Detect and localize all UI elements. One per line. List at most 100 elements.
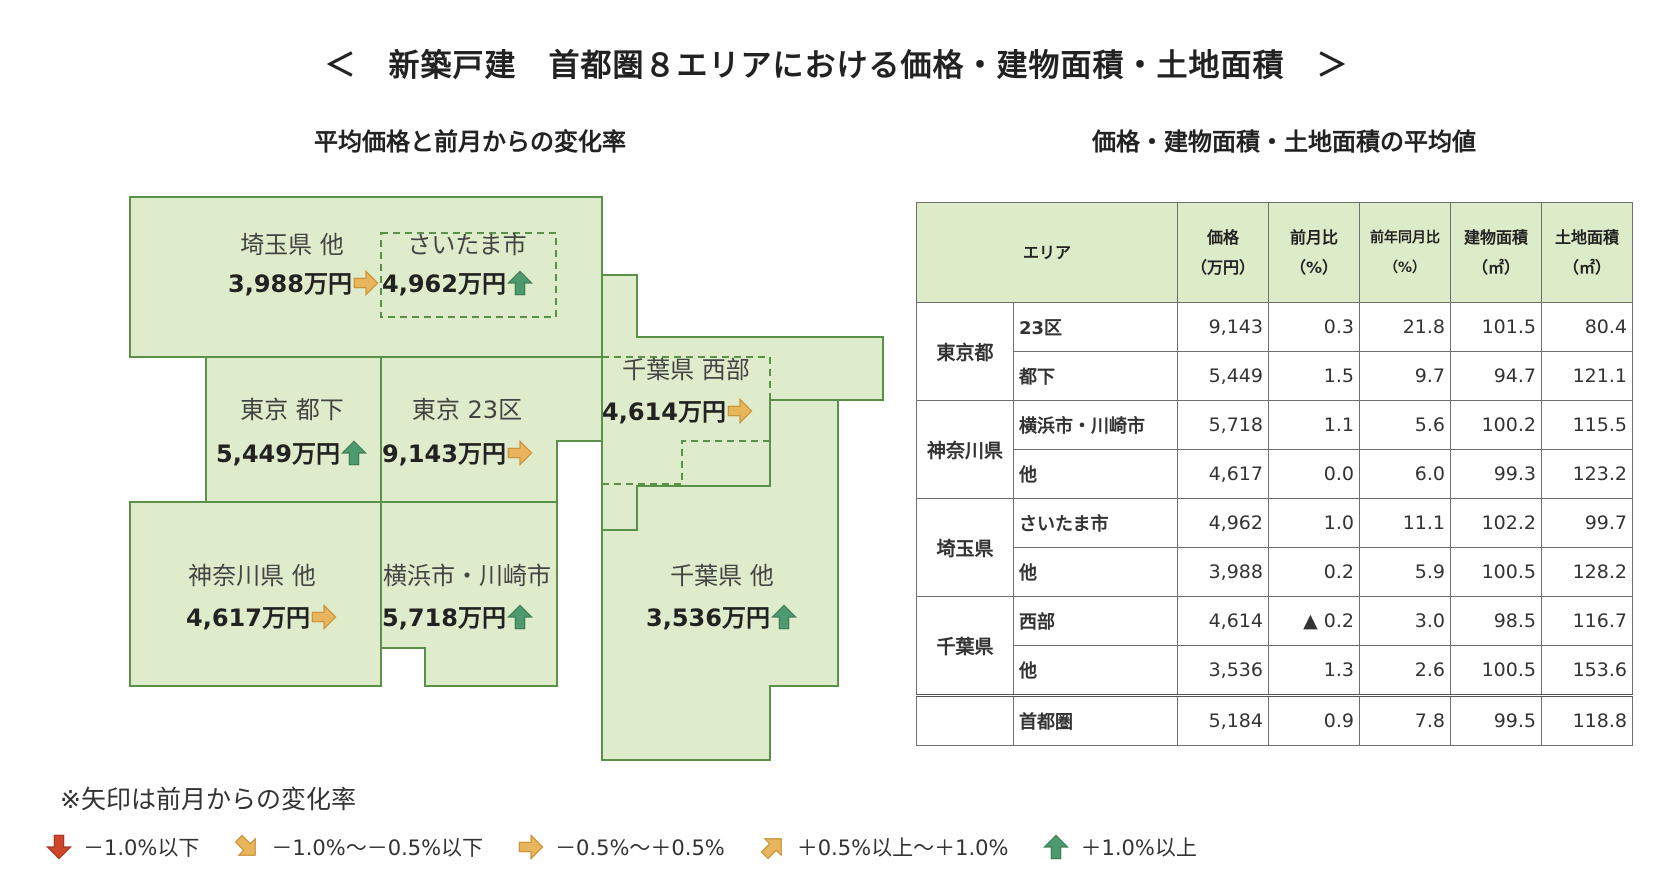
arrow-up-right-icon [760,838,782,860]
arrow-up-icon [1043,834,1070,860]
area-cell: 他 [1012,547,1179,597]
table-row: 他 3,988 0.2 5.9 100.5 128.2 [917,547,1633,597]
price-cell: 3,536 [1177,645,1269,696]
prefecture-cell: 神奈川県 [916,400,1014,499]
building-cell: 100.5 [1450,645,1542,696]
mom-cell: 1.1 [1268,400,1360,450]
land-cell: 123.2 [1541,449,1633,499]
region-label: 神奈川県 他 [188,562,316,590]
prefecture-cell: 東京都 [916,302,1014,401]
region-price: 3,536万円 [646,604,770,632]
area-cell: さいたま市 [1012,498,1179,548]
area-cell: 他 [1012,449,1179,499]
region-label: 東京 都下 [240,396,344,424]
legend-label: －1.0%～－0.5%以下 [271,836,484,860]
region-label: 東京 23区 [412,396,522,424]
total-row: 首都圏 5,184 0.9 7.8 99.5 118.8 [916,694,1633,746]
legend-item: －1.0%以下 [45,832,199,862]
table-title: 価格・建物面積・土地面積の平均値 [1092,128,1476,156]
mom-cell: ▲ 0.2 [1268,596,1360,646]
legend-item: ＋1.0%以上 [1042,832,1197,862]
area-cell: 首都圏 [1012,694,1179,746]
building-cell: 98.5 [1450,596,1542,646]
arrow-down-icon [45,834,73,860]
land-cell: 118.8 [1541,694,1633,746]
arrow-right-icon [507,439,533,467]
price-cell: 4,962 [1177,498,1269,548]
region-label: 横浜市・川崎市 [383,562,551,590]
region-price: 3,988万円 [228,270,352,298]
arrow-up-icon [506,604,534,630]
table-row: 東京都 23区 9,143 0.3 21.8 101.5 80.4 [916,302,1633,401]
legend-label: ＋1.0%以上 [1080,836,1197,860]
legend-label: －1.0%以下 [83,836,200,860]
legend-label: －0.5%～＋0.5% [555,836,725,860]
mom-cell: 0.3 [1268,302,1360,352]
region-price: 4,962万円 [382,270,506,298]
page-title: ＜ 新築戸建 首都圏８エリアにおける価格・建物面積・土地面積 ＞ [324,48,1349,84]
region-saitama-city [380,232,557,318]
land-cell: 99.7 [1541,498,1633,548]
mom-cell: 1.3 [1268,645,1360,696]
area-cell: 都下 [1012,351,1179,401]
arrow-up-icon [506,270,534,296]
region-price: 5,449万円 [216,440,340,468]
land-cell: 80.4 [1541,302,1633,352]
header-yoy: 前年同月比 （%） [1359,202,1451,303]
yoy-cell: 3.0 [1359,596,1451,646]
region-price: 5,718万円 [382,604,506,632]
arrow-right-icon [518,833,544,861]
table-row: 都下 5,449 1.5 9.7 94.7 121.1 [917,351,1633,401]
arrow-up-icon [770,604,798,630]
region-kanagawa-other [129,501,382,687]
building-cell: 100.2 [1450,400,1542,450]
mom-cell: 1.5 [1268,351,1360,401]
price-cell: 5,184 [1177,694,1269,746]
building-cell: 100.5 [1450,547,1542,597]
legend-note: ※矢印は前月からの変化率 [60,785,356,814]
data-table: エリア 価格 （万円） 前月比 （%） 前年同月比 （%） 建物面積 （㎡） 土地面積（… [916,202,1633,746]
prefecture-cell: 千葉県 [916,596,1014,696]
region-yokohama-kawasaki [380,501,558,687]
arrow-right-icon [311,603,337,631]
table-row: 神奈川県 横浜市・川崎市 5,718 1.1 5.6 100.2 115.5 [916,400,1633,499]
building-cell: 99.5 [1450,694,1542,746]
region-tokyo-23 [380,356,603,503]
legend-item: ＋0.5%以上～＋1.0% [759,832,1009,862]
land-cell: 116.7 [1541,596,1633,646]
arrow-down-right-icon [234,834,257,856]
yoy-cell: 11.1 [1359,498,1451,548]
header-building: 建物面積 （㎡） [1450,202,1542,303]
arrow-right-icon [727,397,753,425]
arrow-right-icon [353,269,379,297]
price-cell: 4,614 [1177,596,1269,646]
price-cell: 5,449 [1177,351,1269,401]
region-price: 9,143万円 [382,440,506,468]
map-title: 平均価格と前月からの変化率 [314,128,626,156]
yoy-cell: 21.8 [1359,302,1451,352]
region-price: 4,614万円 [602,398,726,426]
area-cell: 23区 [1012,302,1179,352]
land-cell: 115.5 [1541,400,1633,450]
mom-cell: 0.2 [1268,547,1360,597]
table-row: 埼玉県 さいたま市 4,962 1.0 11.1 102.2 99.7 [916,498,1633,597]
prefecture-cell: 埼玉県 [916,498,1014,597]
region-label: 千葉県 西部 [622,356,750,384]
region-label: さいたま市 [407,231,526,259]
mom-cell: 0.9 [1268,694,1360,746]
yoy-cell: 6.0 [1359,449,1451,499]
region-chiba-west-outline [602,356,771,485]
table-row: 千葉県 西部 4,614 ▲ 0.2 3.0 98.5 116.7 [916,596,1633,696]
legend: －1.0%以下 －1.0%～－0.5%以下 －0.5%～＋0.5% ＋0.5%以上～＋… [45,830,1231,864]
yoy-cell: 2.6 [1359,645,1451,696]
price-cell: 3,988 [1177,547,1269,597]
building-cell: 99.3 [1450,449,1542,499]
price-cell: 9,143 [1177,302,1269,352]
building-cell: 102.2 [1450,498,1542,548]
header-land: 土地面積 （㎡） [1541,202,1633,303]
yoy-cell: 9.7 [1359,351,1451,401]
legend-label: ＋0.5%以上～＋1.0% [796,836,1009,860]
building-cell: 101.5 [1450,302,1542,352]
header-mom: 前月比 （%） [1268,202,1360,303]
